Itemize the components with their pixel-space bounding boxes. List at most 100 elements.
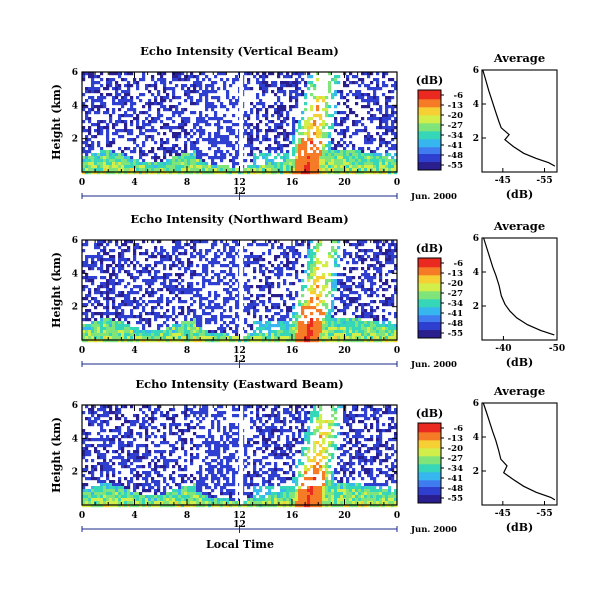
heatmap-cell	[256, 168, 260, 172]
heatmap-cell	[94, 165, 98, 169]
heatmap-cell	[106, 126, 110, 130]
heatmap-cell	[346, 156, 350, 160]
heatmap-cell	[154, 318, 158, 322]
heatmap-cell	[352, 171, 356, 175]
heatmap-cell	[136, 483, 140, 487]
heatmap-cell	[130, 156, 134, 160]
heatmap-cell	[139, 321, 143, 325]
heatmap-cell	[361, 312, 365, 316]
heatmap-cell	[235, 339, 239, 343]
heatmap-cell	[115, 429, 119, 433]
heatmap-cell	[244, 318, 248, 322]
heatmap-cell	[154, 462, 158, 466]
heatmap-cell	[349, 291, 353, 295]
heatmap-cell	[130, 276, 134, 280]
heatmap-cell	[148, 321, 152, 325]
heatmap-cell	[97, 108, 101, 112]
heatmap-cell	[187, 426, 191, 430]
heatmap-cell	[382, 288, 386, 292]
heatmap-cell	[328, 153, 332, 157]
heatmap-cell	[217, 168, 221, 172]
heatmap-cell	[292, 126, 296, 130]
heatmap-cell	[349, 111, 353, 115]
heatmap-cell	[316, 156, 320, 160]
heatmap-cell	[385, 336, 389, 340]
chart-panel-3: Echo Intensity (Eastward Beam)246Height …	[50, 377, 558, 535]
heatmap-cell	[142, 420, 146, 424]
heatmap-cell	[172, 93, 176, 97]
heatmap-cell	[127, 480, 131, 484]
heatmap-cell	[205, 153, 209, 157]
heatmap-cell	[292, 297, 296, 301]
colorbar-swatch	[418, 300, 441, 303]
heatmap-cell	[106, 270, 110, 274]
heatmap-cell	[376, 288, 380, 292]
heatmap-cell	[310, 297, 314, 301]
heatmap-cell	[163, 141, 167, 145]
heatmap-cell	[196, 264, 200, 268]
heatmap-cell	[94, 447, 98, 451]
heatmap-cell	[199, 171, 203, 175]
heatmap-cell	[208, 171, 212, 175]
heatmap-cell	[100, 504, 104, 508]
heatmap-cell	[313, 321, 317, 325]
heatmap-cell	[115, 153, 119, 157]
heatmap-cell	[271, 339, 275, 343]
heatmap-cell	[361, 258, 365, 262]
heatmap-cell	[220, 312, 224, 316]
heatmap-cell	[283, 153, 287, 157]
heatmap-cell	[280, 168, 284, 172]
heatmap-cell	[151, 504, 155, 508]
heatmap-cell	[118, 429, 122, 433]
heatmap-cell	[265, 90, 269, 94]
heatmap-cell	[301, 270, 305, 274]
heatmap-cell	[205, 114, 209, 118]
heatmap-cell	[94, 489, 98, 493]
heatmap-cell	[394, 324, 398, 328]
heatmap-cell	[184, 144, 188, 148]
heatmap-cell	[142, 252, 146, 256]
heatmap-cell	[190, 162, 194, 166]
heatmap-cell	[331, 93, 335, 97]
heatmap-cell	[109, 171, 113, 175]
heatmap-cell	[334, 111, 338, 115]
heatmap-cell	[280, 318, 284, 322]
heatmap-cell	[202, 255, 206, 259]
heatmap-cell	[184, 159, 188, 163]
heatmap-cell	[100, 102, 104, 106]
heatmap-cell	[100, 492, 104, 496]
heatmap-cell	[106, 138, 110, 142]
heatmap-cell	[352, 150, 356, 154]
heatmap-cell	[133, 339, 137, 343]
heatmap-cell	[256, 258, 260, 262]
heatmap-cell	[265, 162, 269, 166]
heatmap-cell	[340, 291, 344, 295]
heatmap-cell	[274, 93, 278, 97]
heatmap-cell	[319, 300, 323, 304]
colorbar-swatch	[418, 311, 441, 314]
heatmap-cell	[112, 285, 116, 289]
heatmap-cell	[340, 318, 344, 322]
heatmap-cell	[145, 483, 149, 487]
heatmap-cell	[157, 72, 161, 76]
heatmap-cell	[376, 327, 380, 331]
heatmap-cell	[85, 453, 89, 457]
heatmap-cell	[382, 120, 386, 124]
heatmap-cell	[349, 267, 353, 271]
heatmap-cell	[229, 120, 233, 124]
heatmap-cell	[223, 315, 227, 319]
heatmap-cell	[181, 84, 185, 88]
heatmap-cell	[259, 294, 263, 298]
heatmap-cell	[82, 498, 86, 502]
heatmap-cell	[268, 105, 272, 109]
heatmap-cell	[91, 459, 95, 463]
heatmap-cell	[316, 333, 320, 337]
heatmap-cell	[247, 126, 251, 130]
heatmap-cell	[211, 162, 215, 166]
heatmap-cell	[130, 114, 134, 118]
heatmap-cell	[265, 156, 269, 160]
heatmap-cell	[226, 150, 230, 154]
heatmap-cell	[106, 93, 110, 97]
heatmap-cell	[121, 171, 125, 175]
heatmap-cell	[97, 246, 101, 250]
